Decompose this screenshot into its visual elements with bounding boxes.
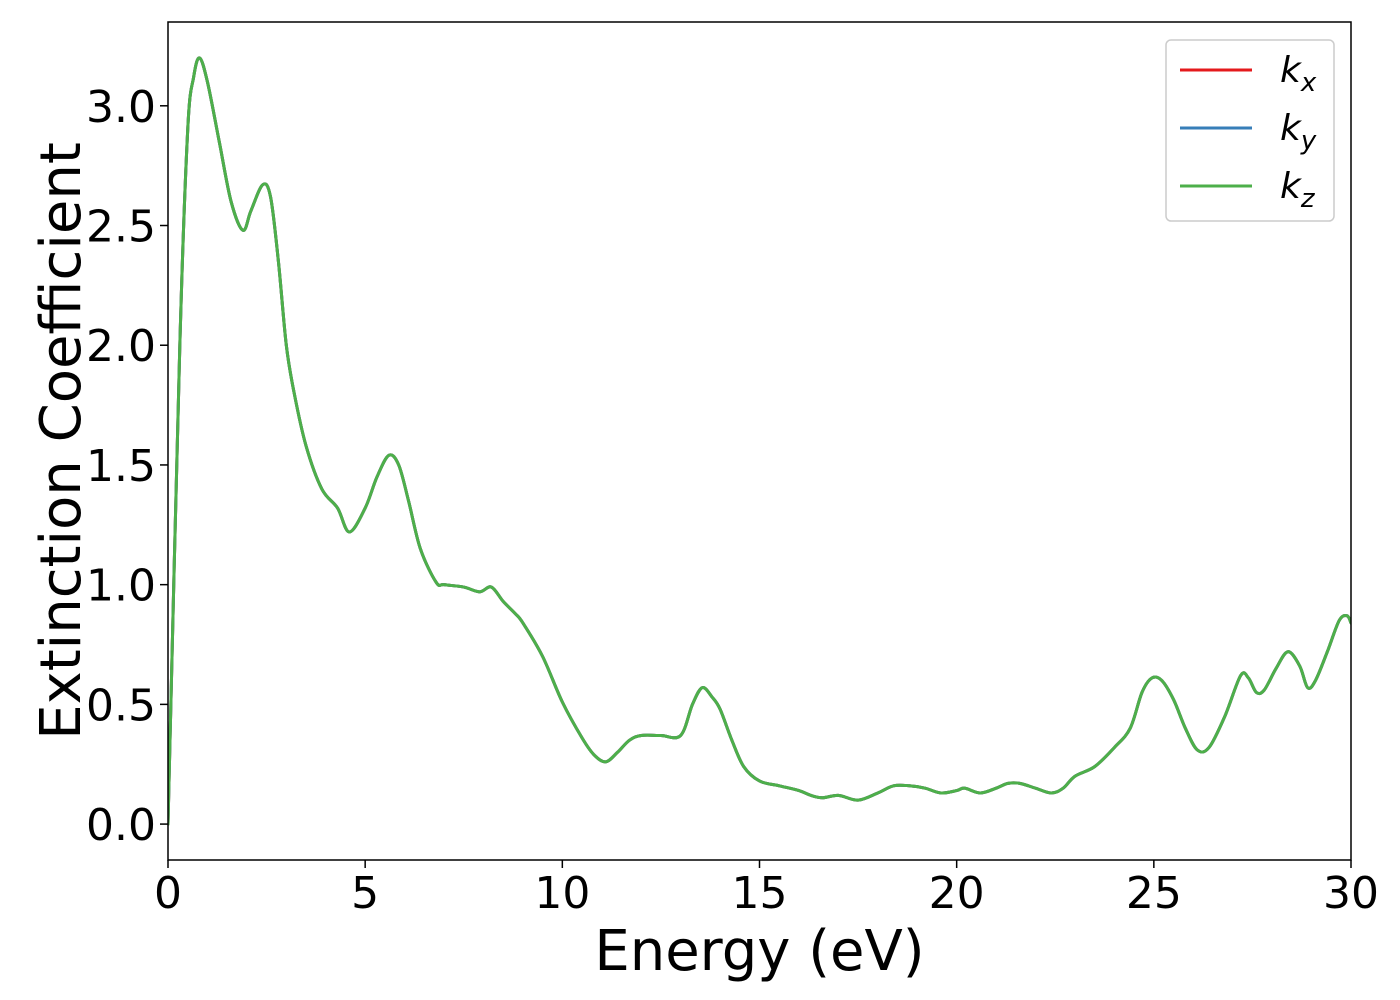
legend-label: kz <box>1280 166 1316 214</box>
legend-box <box>1165 39 1335 222</box>
plot-area <box>167 21 1352 861</box>
series-layer <box>168 56 1351 826</box>
y-tick-label: 3.0 <box>86 82 156 133</box>
x-tick-label: 30 <box>1323 868 1379 919</box>
y-tick-label: 1.5 <box>86 441 156 492</box>
legend-label: ky <box>1280 108 1317 156</box>
x-axis-ticks: 0 5 10 15 20 25 30 <box>154 860 1379 919</box>
legend-label: kx <box>1280 50 1317 98</box>
y-tick-label: 2.5 <box>86 202 156 253</box>
x-tick-label: 5 <box>351 868 379 919</box>
x-tick-label: 20 <box>929 868 985 919</box>
y-tick-label: 2.0 <box>86 321 156 372</box>
x-axis-title: Energy (eV) <box>594 919 924 984</box>
x-tick-label: 0 <box>154 868 182 919</box>
y-tick-label: 0.0 <box>86 800 156 851</box>
x-tick-label: 15 <box>732 868 788 919</box>
series-line-k-z <box>168 56 1351 826</box>
x-tick-label: 10 <box>534 868 590 919</box>
y-axis-title: Extinction Coefficient <box>29 142 94 740</box>
x-tick-label: 25 <box>1126 868 1182 919</box>
y-axis-ticks: 0.0 0.5 1.0 1.5 2.0 2.5 3.0 <box>86 82 168 851</box>
y-tick-label: 1.0 <box>86 561 156 612</box>
legend: kx ky kz <box>1165 39 1335 222</box>
y-tick-label: 0.5 <box>86 680 156 731</box>
